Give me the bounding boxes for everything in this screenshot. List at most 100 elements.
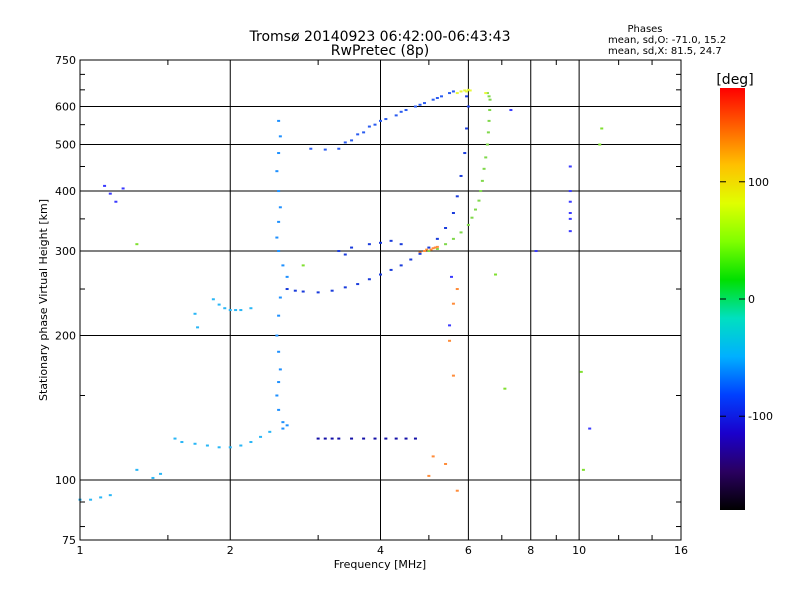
data-point: [451, 302, 455, 305]
data-point: [316, 291, 320, 294]
data-point: [337, 147, 341, 150]
data-point: [404, 109, 408, 112]
data-point: [277, 190, 281, 193]
data-point: [451, 212, 455, 215]
data-point: [463, 152, 467, 155]
colorbar-tick-label: 0: [748, 293, 755, 306]
data-point: [159, 472, 163, 475]
data-point: [239, 444, 243, 447]
data-point: [459, 90, 463, 93]
data-point: [466, 223, 470, 226]
data-point: [135, 468, 139, 471]
data-point: [477, 199, 481, 202]
data-point: [301, 290, 305, 293]
chart-subtitle: RwPretec (8p): [331, 43, 429, 59]
data-point: [427, 250, 431, 253]
data-point: [211, 298, 215, 301]
data-point: [600, 127, 604, 130]
data-point: [379, 241, 382, 244]
data-point: [367, 278, 371, 281]
data-point: [367, 243, 371, 246]
y-tick-label: 300: [55, 245, 76, 258]
data-point: [431, 455, 435, 458]
data-point: [487, 95, 491, 98]
data-point: [389, 239, 393, 242]
data-point: [399, 243, 403, 246]
data-point: [598, 143, 602, 146]
data-point: [579, 370, 583, 373]
data-point: [448, 324, 452, 327]
data-point: [362, 437, 366, 440]
colorbar-ticks: 100 0 -100: [720, 176, 773, 423]
data-point: [449, 275, 453, 278]
data-point: [114, 200, 118, 203]
data-point: [275, 236, 279, 239]
data-point: [234, 309, 238, 312]
data-point: [121, 187, 125, 190]
data-point: [151, 476, 155, 479]
data-point: [337, 437, 341, 440]
x-axis-label: Frequency [MHz]: [334, 558, 426, 571]
data-point: [343, 286, 347, 289]
phase-stats-heading: Phases: [627, 24, 662, 35]
data-point: [278, 206, 282, 209]
data-point: [249, 441, 253, 444]
data-point: [108, 494, 112, 497]
axis-ticks: 1 2 4 6 8 10 16 75 100 200 300 400 500 600 750: [55, 54, 688, 557]
data-point: [275, 334, 279, 337]
phase-stats-x: mean, sd,X: 81.5, 24.7: [608, 46, 722, 57]
data-point: [486, 131, 490, 134]
data-point: [223, 307, 227, 310]
data-point: [409, 258, 413, 261]
data-point: [103, 184, 107, 187]
data-point: [180, 441, 184, 444]
data-point: [89, 498, 93, 501]
data-point: [217, 303, 221, 306]
data-point: [384, 437, 388, 440]
data-point: [503, 387, 507, 390]
data-point: [459, 231, 463, 234]
data-point: [448, 339, 452, 342]
data-point: [468, 89, 472, 92]
data-point: [217, 446, 221, 449]
data-point: [316, 437, 320, 440]
colorbar-tick-label: 100: [748, 176, 769, 189]
data-point: [285, 275, 289, 278]
data-point: [293, 289, 297, 292]
data-point: [399, 264, 403, 267]
data-point: [277, 152, 281, 155]
data-point: [228, 446, 232, 449]
data-point: [473, 208, 477, 211]
data-point: [534, 250, 538, 253]
y-tick-label: 100: [55, 474, 76, 487]
data-point: [463, 89, 467, 92]
chart-title: Tromsø 20140923 06:42:00-06:43:43: [249, 29, 511, 45]
data-point: [373, 437, 377, 440]
data-point: [228, 309, 232, 312]
data-point: [343, 141, 347, 144]
data-point: [394, 114, 398, 117]
y-tick-label: 400: [55, 185, 76, 198]
data-point: [494, 273, 498, 276]
data-point: [399, 110, 403, 113]
data-point: [350, 437, 354, 440]
y-tick-label: 600: [55, 101, 76, 114]
data-point: [444, 243, 448, 246]
data-point: [448, 92, 452, 95]
data-point: [459, 174, 463, 177]
data-point: [330, 437, 334, 440]
data-point: [418, 251, 422, 254]
data-point: [568, 230, 572, 233]
data-point: [455, 288, 459, 291]
data-point: [268, 430, 272, 433]
data-point: [389, 268, 393, 271]
data-point: [285, 288, 289, 291]
data-point: [480, 179, 484, 182]
data-point: [433, 246, 437, 249]
data-point: [581, 468, 585, 471]
data-point: [281, 427, 285, 430]
data-point: [196, 326, 200, 329]
data-point: [384, 118, 388, 121]
data-point: [281, 421, 285, 424]
data-point: [278, 296, 282, 299]
